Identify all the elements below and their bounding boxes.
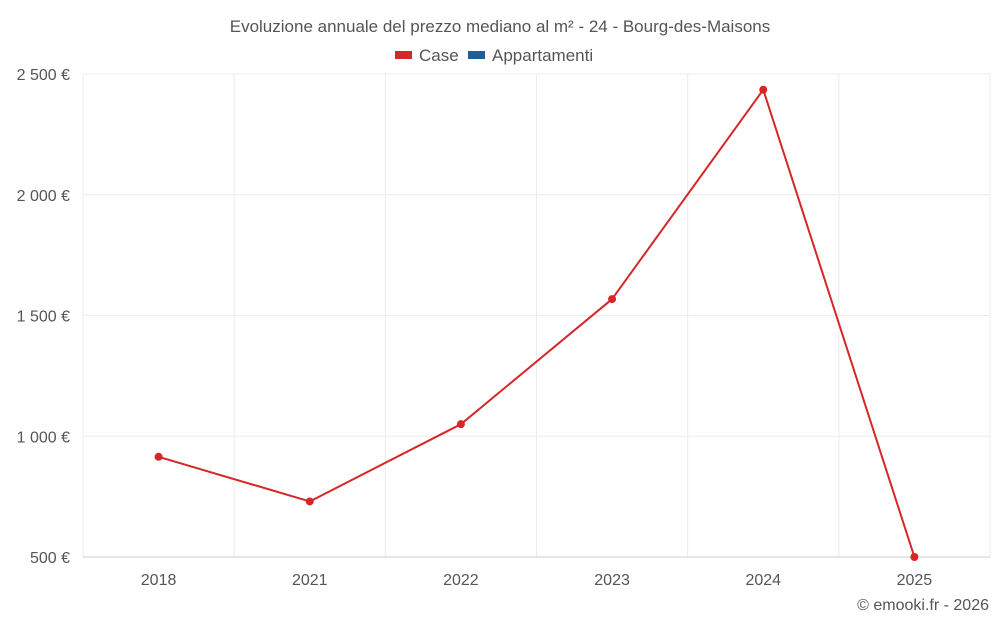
y-tick-label: 500 € <box>30 550 70 567</box>
data-point[interactable] <box>154 452 163 461</box>
y-tick-label: 1 000 € <box>17 429 70 446</box>
x-axis-ticks: 2018 2021 2022 2023 2024 2025 <box>141 572 933 589</box>
legend-swatch-case <box>395 51 412 59</box>
legend-label-case: Case <box>419 46 459 65</box>
data-point[interactable] <box>305 497 314 506</box>
data-point[interactable] <box>759 85 768 94</box>
x-tick-label: 2023 <box>594 572 630 589</box>
legend: Case Appartamenti <box>395 46 593 65</box>
y-axis-ticks: 500 € 1 000 € 1 500 € 2 000 € 2 500 € <box>17 67 70 567</box>
y-tick-label: 2 000 € <box>17 188 70 205</box>
x-tick-label: 2018 <box>141 572 177 589</box>
x-gridlines <box>82 74 991 557</box>
x-tick-label: 2024 <box>745 572 781 589</box>
legend-label-appartamenti: Appartamenti <box>492 46 593 65</box>
data-point[interactable] <box>910 553 919 561</box>
series-case <box>154 85 919 561</box>
credit-text: © emooki.fr - 2026 <box>857 597 989 614</box>
x-tick-label: 2022 <box>443 572 479 589</box>
x-tick-label: 2021 <box>292 572 328 589</box>
data-point[interactable] <box>456 420 465 429</box>
series-line-case <box>158 88 916 558</box>
legend-item-appartamenti[interactable]: Appartamenti <box>468 46 593 65</box>
x-tick-label: 2025 <box>897 572 933 589</box>
legend-item-case[interactable]: Case <box>395 46 459 65</box>
legend-swatch-appartamenti <box>468 51 485 59</box>
y-tick-label: 2 500 € <box>17 67 70 84</box>
y-tick-label: 1 500 € <box>17 309 70 326</box>
data-point[interactable] <box>608 295 617 304</box>
chart-title: Evoluzione annuale del prezzo mediano al… <box>230 17 771 36</box>
